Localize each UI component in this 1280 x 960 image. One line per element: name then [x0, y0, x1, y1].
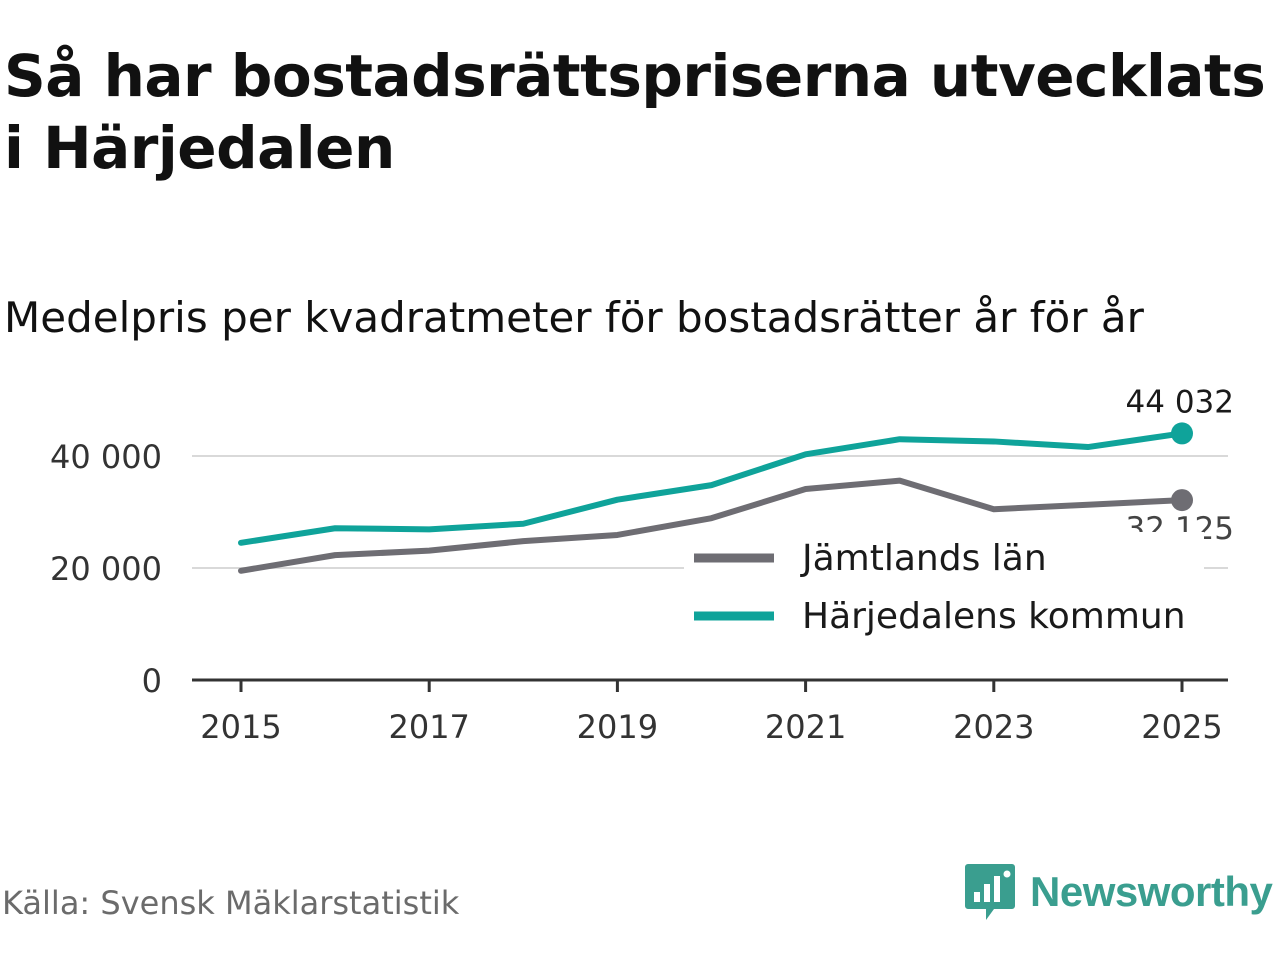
legend-label: Jämtlands län — [800, 538, 1047, 579]
x-tick-label: 2023 — [953, 708, 1034, 746]
x-tick-label: 2025 — [1141, 708, 1222, 746]
end-value-label: 44 032 — [1126, 384, 1234, 420]
x-tick-label: 2017 — [388, 708, 469, 746]
x-tick-label: 2019 — [577, 708, 658, 746]
source-note: Källa: Svensk Mäklarstatistik — [2, 884, 460, 922]
series-line-jamtlands-lan — [238, 477, 1185, 574]
x-tick-label: 2015 — [200, 708, 281, 746]
brand-name: Newsworthy — [1030, 868, 1273, 915]
legend-background — [684, 532, 1204, 650]
y-tick-label: 0 — [142, 662, 162, 700]
x-tick-label: 2021 — [765, 708, 846, 746]
end-point-jamtlands-lan — [1171, 489, 1193, 512]
chart-subtitle: Medelpris per kvadratmeter för bostadsrä… — [4, 293, 1144, 342]
brand-logo: Newsworthy — [964, 862, 1273, 922]
chart-title: Så har bostadsrättspriserna utvecklats i… — [4, 42, 1266, 182]
legend: Jämtlands län Härjedalens kommun — [684, 532, 1204, 650]
series-line-harjedalens-kommun — [238, 430, 1185, 546]
y-tick-label: 40 000 — [50, 438, 162, 476]
bar-chart-speech-bubble-icon — [965, 864, 1015, 920]
end-point-harjedalens-kommun — [1171, 422, 1193, 445]
legend-label: Härjedalens kommun — [802, 596, 1186, 637]
y-tick-label: 20 000 — [50, 550, 162, 588]
